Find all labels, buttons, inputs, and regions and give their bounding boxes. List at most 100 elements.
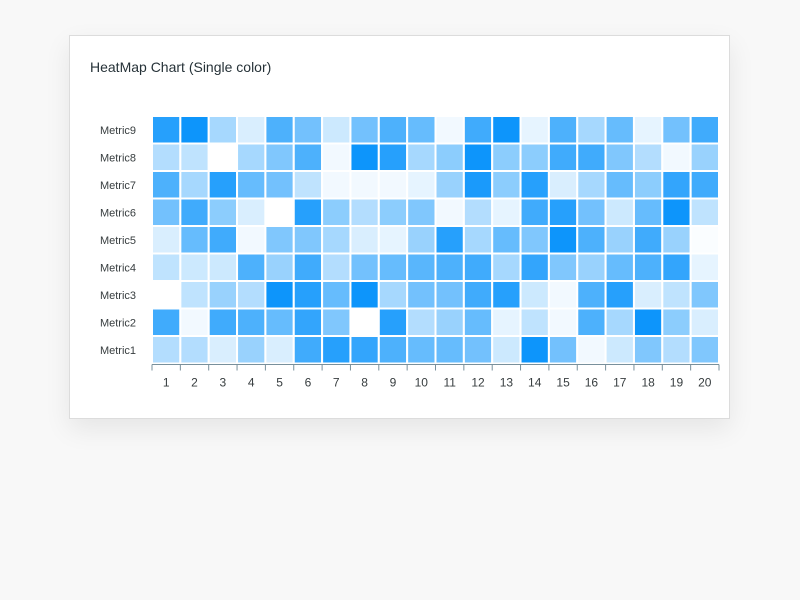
heatmap-cell-metric5-19[interactable] — [661, 225, 692, 255]
heatmap-cell-metric7-11[interactable] — [434, 170, 465, 200]
heatmap-cell-metric7-19[interactable] — [661, 170, 692, 200]
heatmap-cell-metric8-10[interactable] — [406, 142, 437, 172]
heatmap-cell-metric5-18[interactable] — [632, 225, 664, 255]
heatmap-cell-metric2-10[interactable] — [406, 307, 437, 337]
heatmap-cell-metric8-4[interactable] — [236, 142, 267, 172]
heatmap-cell-metric5-2[interactable] — [179, 225, 210, 255]
heatmap-cell-metric2-4[interactable] — [236, 307, 267, 337]
heatmap-cell-metric4-7[interactable] — [321, 252, 352, 282]
heatmap-cell-metric4-10[interactable] — [406, 252, 437, 282]
heatmap-cell-metric8-3[interactable] — [207, 142, 239, 172]
heatmap-cell-metric6-16[interactable] — [576, 197, 607, 227]
heatmap-cell-metric1-17[interactable] — [604, 335, 635, 365]
heatmap-cell-metric6-9[interactable] — [377, 197, 409, 227]
heatmap-cell-metric7-10[interactable] — [406, 170, 437, 200]
heatmap-cell-metric8-11[interactable] — [434, 142, 465, 172]
heatmap-cell-metric5-10[interactable] — [406, 225, 437, 255]
heatmap-cell-metric1-5[interactable] — [264, 335, 295, 365]
heatmap-cell-metric7-1[interactable] — [151, 170, 182, 200]
heatmap-cell-metric5-6[interactable] — [292, 225, 324, 255]
heatmap-cell-metric6-10[interactable] — [406, 197, 437, 227]
heatmap-cell-metric6-5[interactable] — [264, 197, 295, 227]
heatmap-cell-metric7-2[interactable] — [179, 170, 210, 200]
heatmap-cell-metric2-5[interactable] — [264, 307, 295, 337]
heatmap-cell-metric6-4[interactable] — [236, 197, 267, 227]
heatmap-cell-metric7-20[interactable] — [689, 170, 721, 200]
heatmap-cell-metric5-4[interactable] — [236, 225, 267, 255]
heatmap-cell-metric3-11[interactable] — [434, 280, 465, 310]
heatmap-cell-metric3-4[interactable] — [236, 280, 267, 310]
heatmap-cell-metric4-9[interactable] — [377, 252, 409, 282]
heatmap-cell-metric9-14[interactable] — [519, 115, 550, 145]
heatmap-cell-metric9-9[interactable] — [377, 115, 409, 145]
heatmap-cell-metric4-8[interactable] — [349, 252, 380, 282]
heatmap-cell-metric1-13[interactable] — [491, 335, 522, 365]
heatmap-cell-metric7-3[interactable] — [207, 170, 239, 200]
heatmap-cell-metric4-20[interactable] — [689, 252, 721, 282]
heatmap-cell-metric2-18[interactable] — [632, 307, 664, 337]
heatmap-cell-metric4-1[interactable] — [151, 252, 182, 282]
heatmap-cell-metric3-13[interactable] — [491, 280, 522, 310]
heatmap-cell-metric1-4[interactable] — [236, 335, 267, 365]
heatmap-cell-metric8-18[interactable] — [632, 142, 664, 172]
heatmap-cell-metric7-8[interactable] — [349, 170, 380, 200]
heatmap-cell-metric2-8[interactable] — [349, 307, 380, 337]
heatmap-cell-metric5-14[interactable] — [519, 225, 550, 255]
heatmap-cell-metric1-6[interactable] — [292, 335, 324, 365]
heatmap-cell-metric9-8[interactable] — [349, 115, 380, 145]
heatmap-cell-metric9-12[interactable] — [462, 115, 494, 145]
heatmap-cell-metric3-2[interactable] — [179, 280, 210, 310]
heatmap-cell-metric6-19[interactable] — [661, 197, 692, 227]
heatmap-cell-metric8-9[interactable] — [377, 142, 409, 172]
heatmap-cell-metric6-18[interactable] — [632, 197, 664, 227]
heatmap-cell-metric1-1[interactable] — [151, 335, 182, 365]
heatmap-cell-metric4-3[interactable] — [207, 252, 239, 282]
heatmap-cell-metric3-7[interactable] — [321, 280, 352, 310]
heatmap-cell-metric2-20[interactable] — [689, 307, 721, 337]
heatmap-cell-metric4-4[interactable] — [236, 252, 267, 282]
heatmap-cell-metric9-17[interactable] — [604, 115, 635, 145]
heatmap-cell-metric4-13[interactable] — [491, 252, 522, 282]
heatmap-cell-metric6-8[interactable] — [349, 197, 380, 227]
heatmap-cell-metric8-13[interactable] — [491, 142, 522, 172]
heatmap-cell-metric3-17[interactable] — [604, 280, 635, 310]
heatmap-cell-metric4-14[interactable] — [519, 252, 550, 282]
heatmap-cell-metric8-5[interactable] — [264, 142, 295, 172]
heatmap-cell-metric6-17[interactable] — [604, 197, 635, 227]
heatmap-cell-metric2-1[interactable] — [151, 307, 182, 337]
heatmap-cell-metric7-15[interactable] — [547, 170, 579, 200]
heatmap-cell-metric8-6[interactable] — [292, 142, 324, 172]
heatmap-cell-metric3-9[interactable] — [377, 280, 409, 310]
heatmap-cell-metric1-10[interactable] — [406, 335, 437, 365]
heatmap-cell-metric8-14[interactable] — [519, 142, 550, 172]
heatmap-cell-metric9-16[interactable] — [576, 115, 607, 145]
heatmap-cell-metric1-14[interactable] — [519, 335, 550, 365]
heatmap-cell-metric3-20[interactable] — [689, 280, 721, 310]
heatmap-cell-metric5-9[interactable] — [377, 225, 409, 255]
heatmap-cell-metric3-18[interactable] — [632, 280, 664, 310]
heatmap-cell-metric1-8[interactable] — [349, 335, 380, 365]
heatmap-cell-metric6-14[interactable] — [519, 197, 550, 227]
heatmap-cell-metric1-11[interactable] — [434, 335, 465, 365]
heatmap-cell-metric2-7[interactable] — [321, 307, 352, 337]
heatmap-cell-metric3-6[interactable] — [292, 280, 324, 310]
heatmap-cell-metric7-6[interactable] — [292, 170, 324, 200]
heatmap-cell-metric2-15[interactable] — [547, 307, 579, 337]
heatmap-cell-metric9-1[interactable] — [151, 115, 182, 145]
heatmap-cell-metric5-16[interactable] — [576, 225, 607, 255]
heatmap-cell-metric1-18[interactable] — [632, 335, 664, 365]
heatmap-cell-metric9-3[interactable] — [207, 115, 239, 145]
heatmap-cell-metric6-12[interactable] — [462, 197, 494, 227]
heatmap-cell-metric2-19[interactable] — [661, 307, 692, 337]
heatmap-cell-metric9-5[interactable] — [264, 115, 295, 145]
heatmap-cell-metric2-2[interactable] — [179, 307, 210, 337]
heatmap-cell-metric2-17[interactable] — [604, 307, 635, 337]
heatmap-cell-metric3-14[interactable] — [519, 280, 550, 310]
heatmap-cell-metric7-12[interactable] — [462, 170, 494, 200]
heatmap-cell-metric7-13[interactable] — [491, 170, 522, 200]
heatmap-cell-metric8-1[interactable] — [151, 142, 182, 172]
heatmap-cell-metric5-5[interactable] — [264, 225, 295, 255]
heatmap-cell-metric5-8[interactable] — [349, 225, 380, 255]
heatmap-cell-metric2-13[interactable] — [491, 307, 522, 337]
heatmap-cell-metric8-16[interactable] — [576, 142, 607, 172]
